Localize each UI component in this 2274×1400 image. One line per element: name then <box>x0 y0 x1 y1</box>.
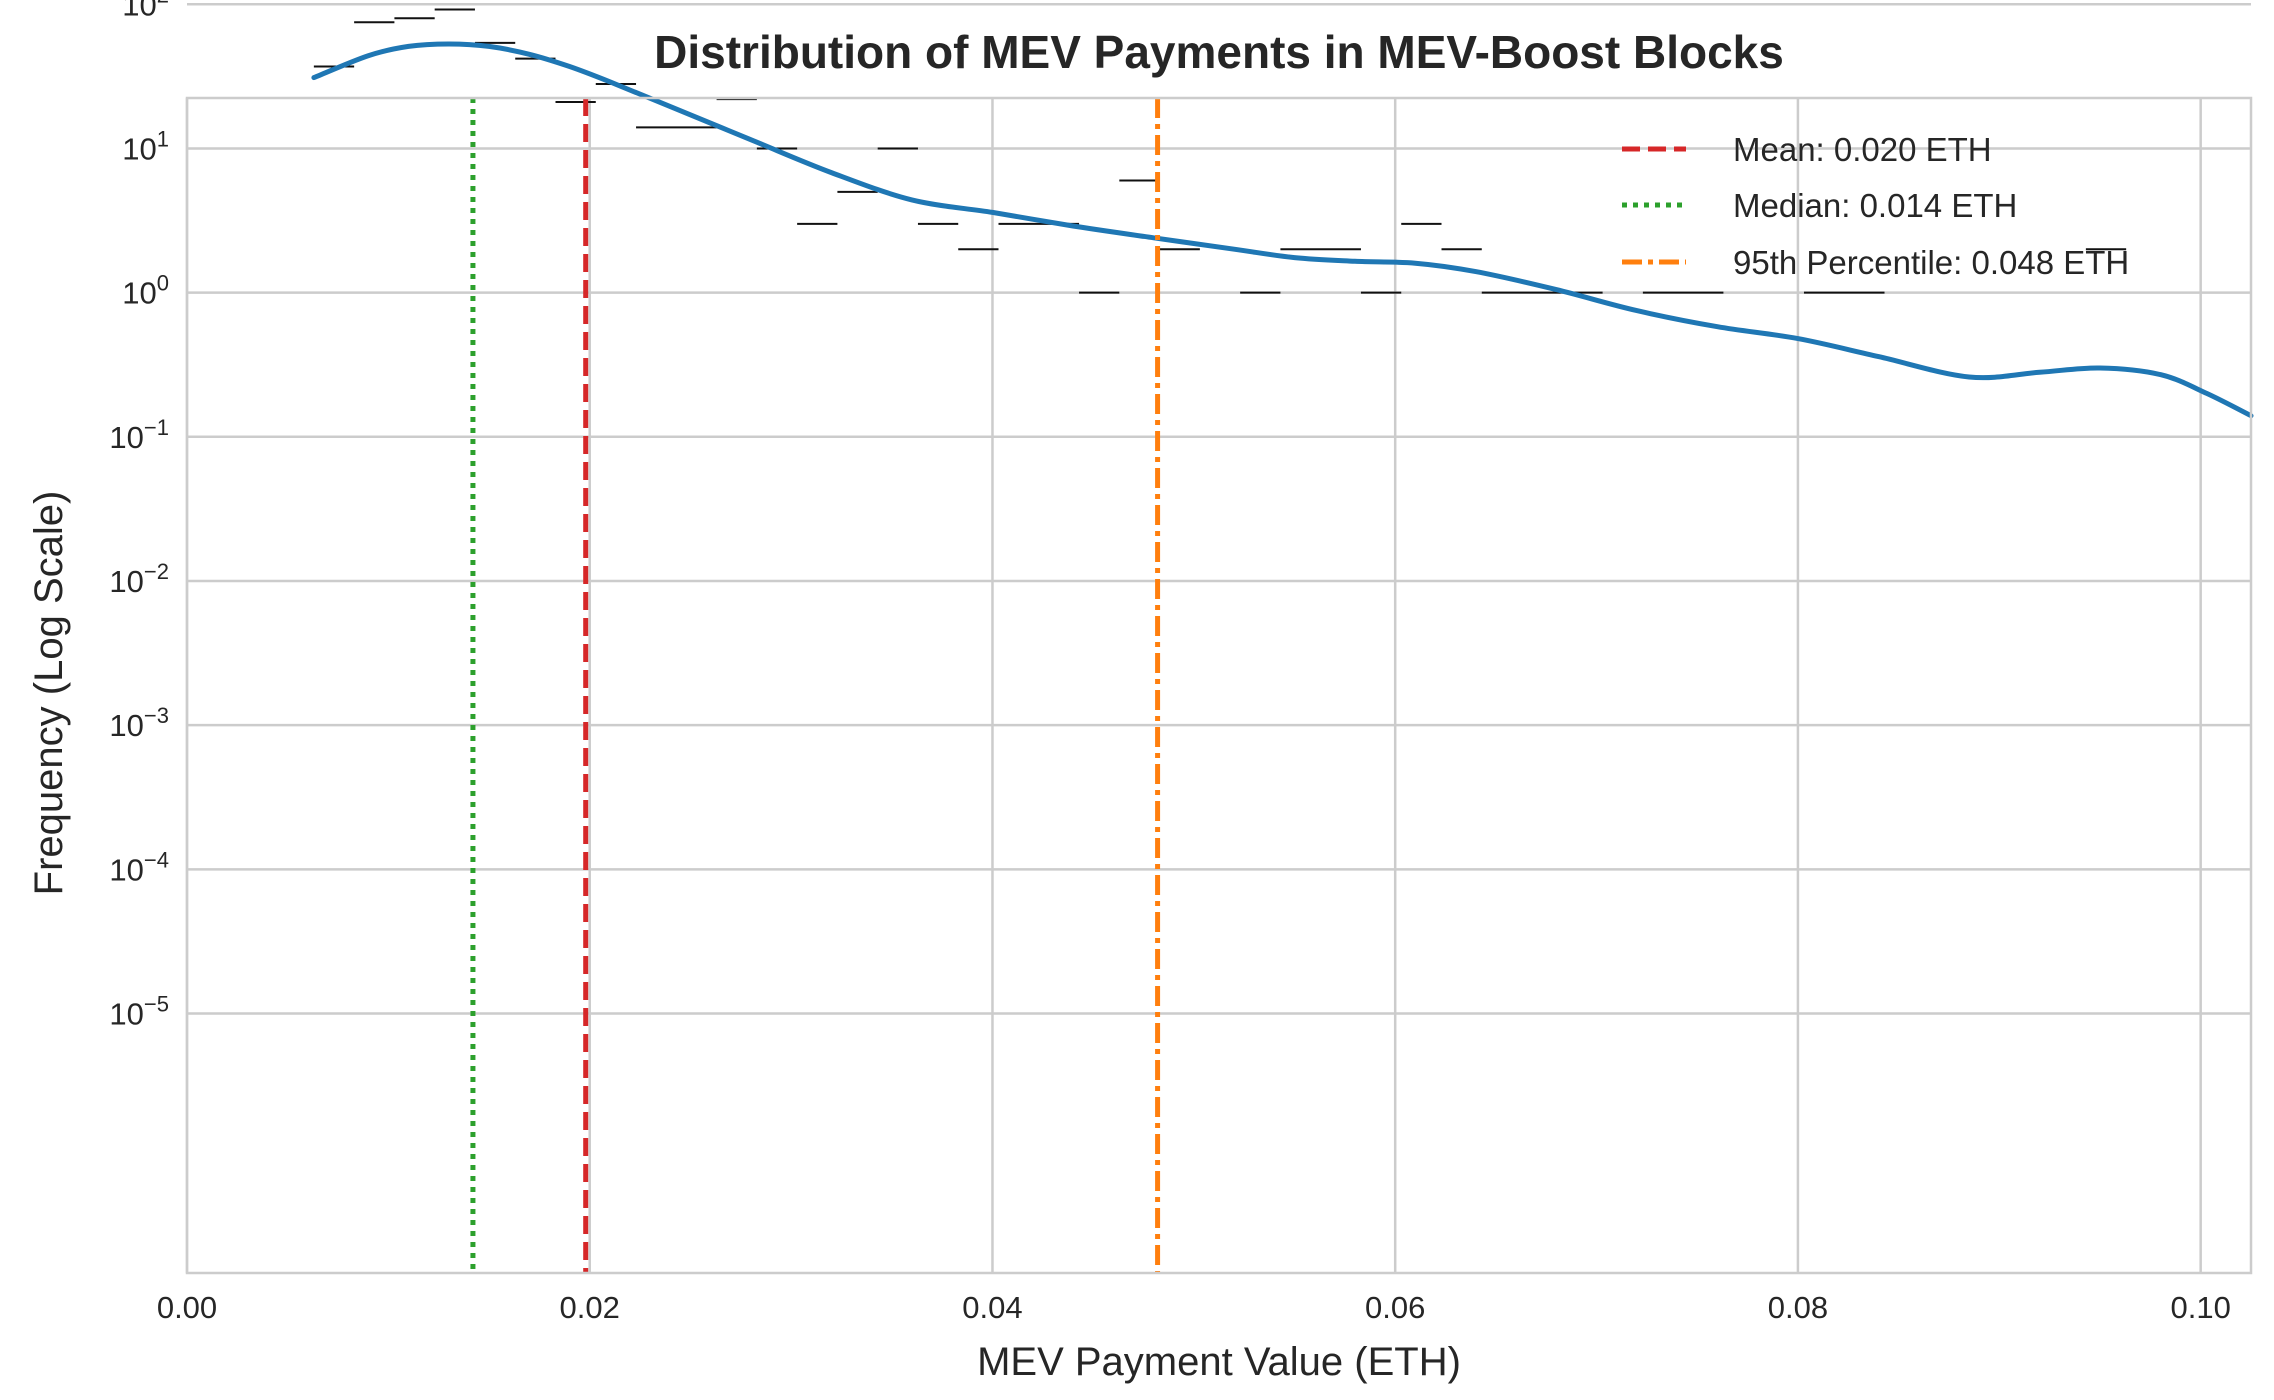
y-axis-label: Frequency (Log Scale) <box>27 491 71 896</box>
y-tick-label: 102 <box>122 0 169 22</box>
y-tick-label: 101 <box>122 126 169 166</box>
y-tick-label: 10−1 <box>109 415 169 455</box>
y-tick-label: 10−3 <box>109 703 169 743</box>
x-tick-label: 0.08 <box>1768 1290 1828 1325</box>
legend-label-mean: Mean: 0.020 ETH <box>1733 131 1992 168</box>
y-tick-label: 100 <box>122 271 169 311</box>
x-tick-label: 0.04 <box>962 1290 1022 1325</box>
legend-label-p95: 95th Percentile: 0.048 ETH <box>1733 244 2129 281</box>
x-tick-label: 0.06 <box>1365 1290 1425 1325</box>
plot-frame <box>185 96 2253 1275</box>
x-axis-ticks: 0.00 0.02 0.04 0.06 0.08 0.10 <box>157 1290 2231 1325</box>
legend-label-median: Median: 0.014 ETH <box>1733 187 2017 224</box>
y-tick-label: 10−2 <box>109 559 169 599</box>
reference-lines <box>470 98 1161 1273</box>
y-axis-ticks: 102 101 100 10−1 10−2 10−3 10−4 10−5 <box>109 0 169 1031</box>
legend-entry-p95: 95th Percentile: 0.048 ETH <box>1622 244 2129 281</box>
x-axis-label: MEV Payment Value (ETH) <box>977 1340 1461 1384</box>
y-tick-label: 10−5 <box>109 991 169 1031</box>
y-tick-label: 10−4 <box>109 847 169 887</box>
kde-curve <box>311 41 2254 419</box>
legend-entry-median: Median: 0.014 ETH <box>1622 187 2017 224</box>
chart-title: Distribution of MEV Payments in MEV-Boos… <box>654 26 1784 78</box>
x-tick-label: 0.00 <box>157 1290 217 1325</box>
x-tick-label: 0.10 <box>2170 1290 2230 1325</box>
x-tick-label: 0.02 <box>560 1290 620 1325</box>
legend: Mean: 0.020 ETH Median: 0.014 ETH 95th P… <box>1622 131 2129 281</box>
kde-curve-layer <box>311 41 2254 419</box>
legend-entry-mean: Mean: 0.020 ETH <box>1622 131 1992 168</box>
grid <box>185 3 2251 1273</box>
